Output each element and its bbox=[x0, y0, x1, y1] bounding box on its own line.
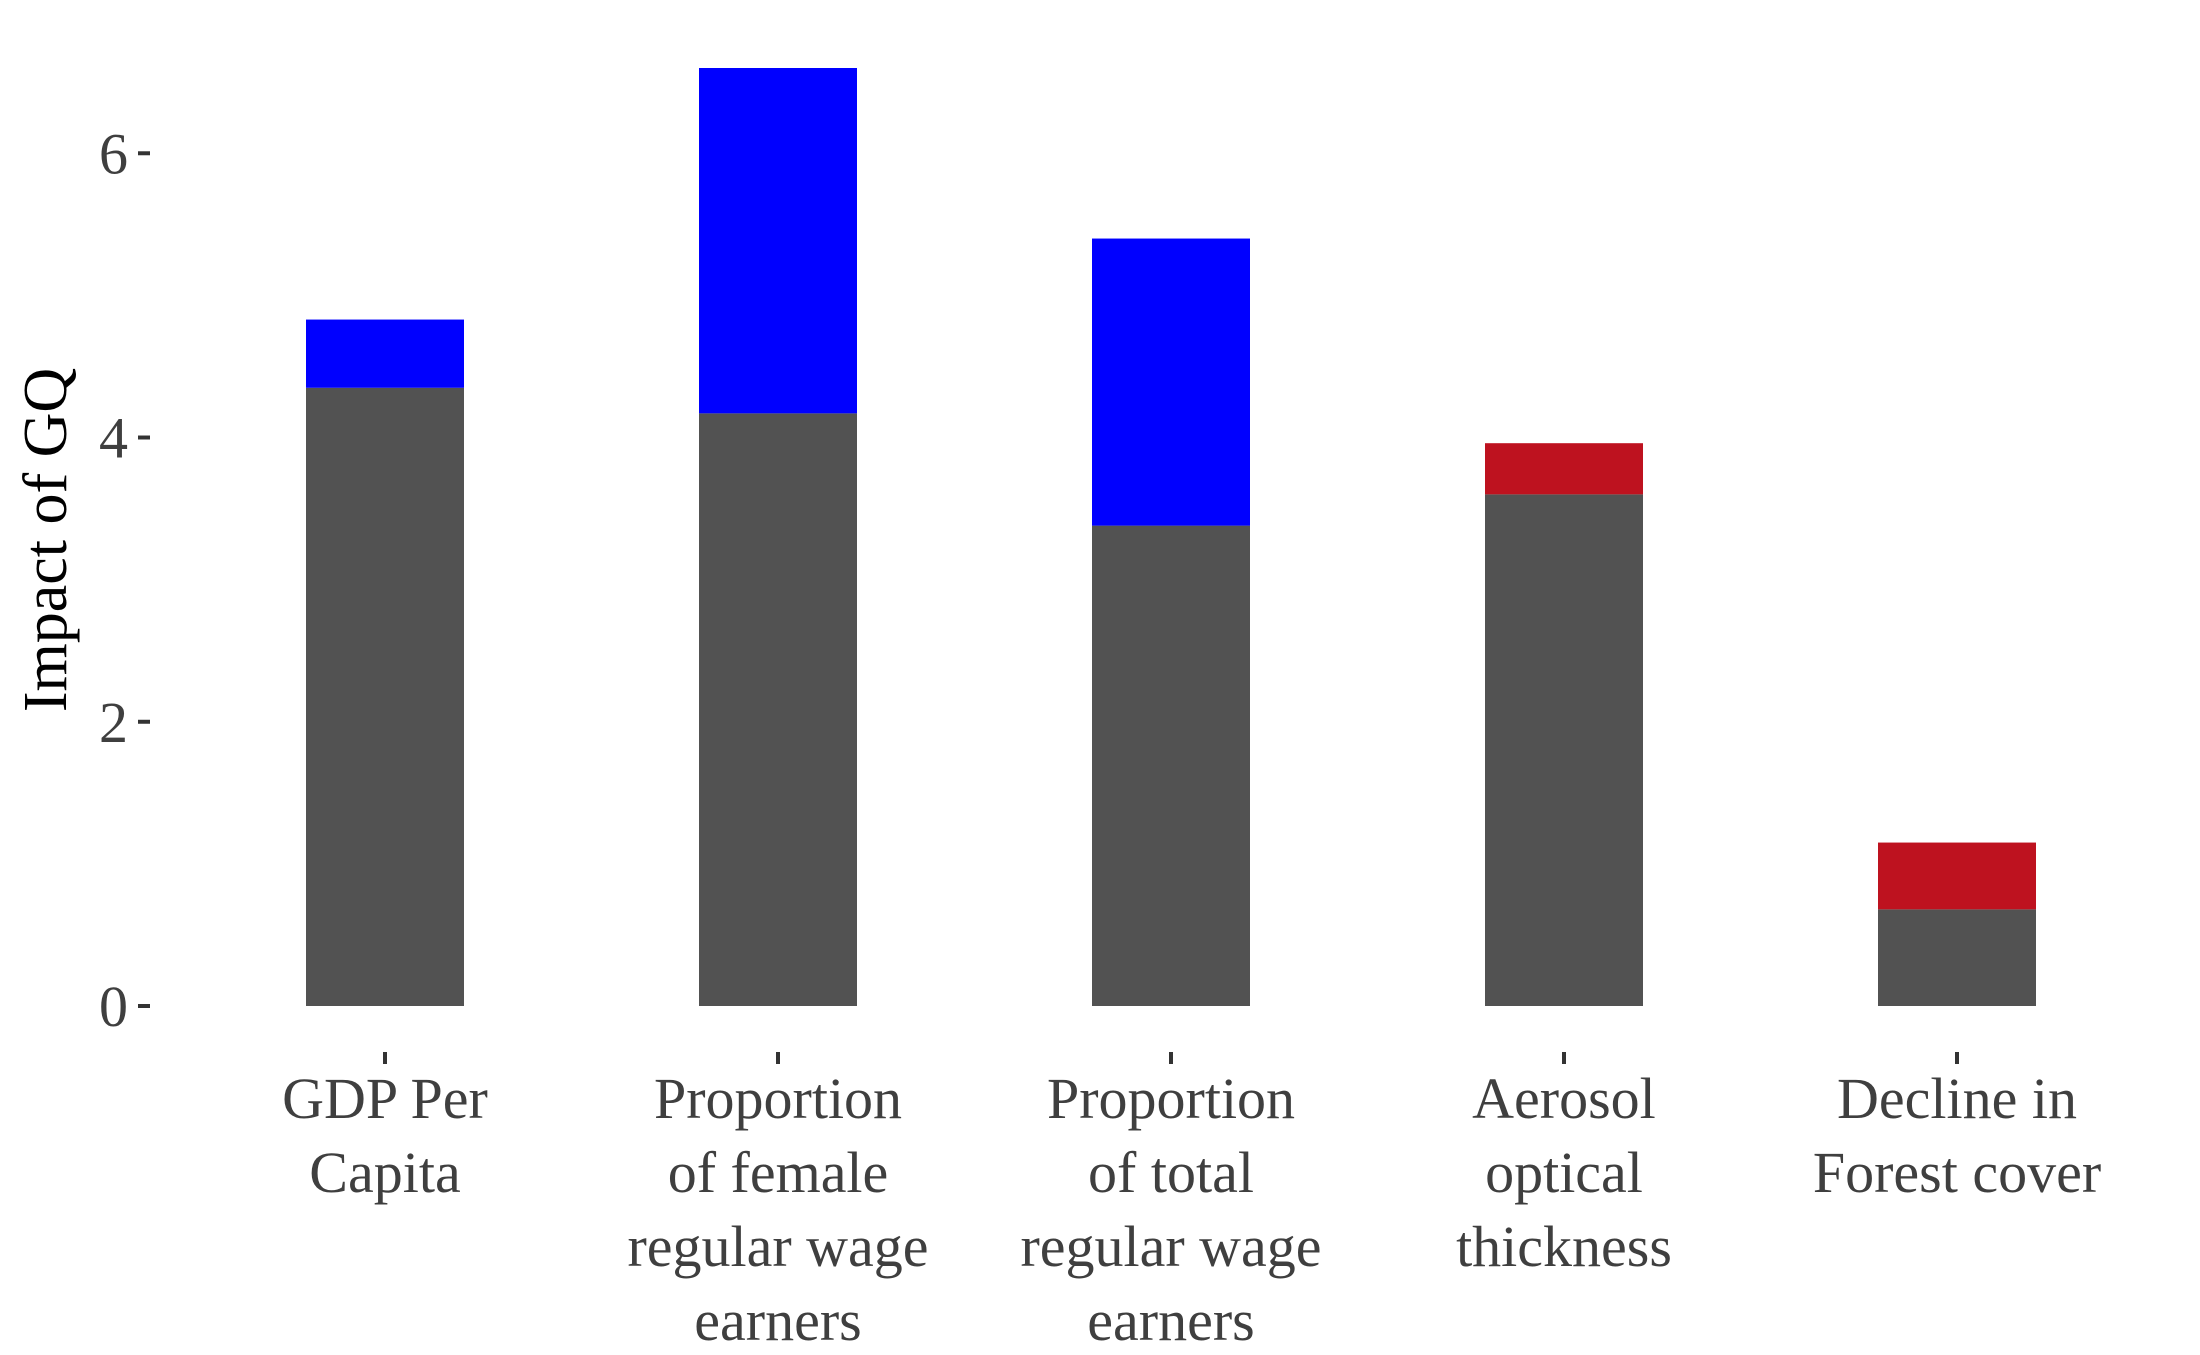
bar-top-segment bbox=[1485, 443, 1643, 495]
bar-base-segment bbox=[306, 387, 464, 1007]
x-axis: GDP Per Capita Proportion of female regular … bbox=[282, 1052, 2101, 1353]
y-axis-title: Impact of GQ bbox=[12, 368, 80, 712]
bar-top-segment bbox=[1092, 238, 1250, 526]
x-tick-label: GDP Per Capita bbox=[282, 1066, 488, 1205]
x-tick-label-line: Aerosol bbox=[1472, 1066, 1656, 1131]
x-tick-label-line: earners bbox=[694, 1288, 861, 1350]
bar-top-segment bbox=[699, 68, 857, 414]
x-tick-label-line: of total bbox=[1088, 1140, 1254, 1205]
x-tick-label-line: regular wage bbox=[1020, 1214, 1321, 1279]
x-tick-label-line: Forest cover bbox=[1813, 1140, 2101, 1205]
x-tick-label-line: Capita bbox=[309, 1140, 460, 1205]
x-tick-label: Decline in Forest cover bbox=[1813, 1066, 2101, 1205]
y-tick-label: 6 bbox=[99, 121, 128, 186]
y-axis: 0 2 4 6 bbox=[99, 121, 150, 1039]
x-tick-label: Proportion of total regular wage earners bbox=[1020, 1066, 1321, 1350]
x-tick-label-line: Proportion bbox=[1047, 1066, 1295, 1131]
x-tick-label-line: thickness bbox=[1456, 1214, 1672, 1279]
x-tick-label-line: Proportion bbox=[654, 1066, 902, 1131]
x-tick-label-line: earners bbox=[1087, 1288, 1254, 1350]
bar-top-segment bbox=[306, 319, 464, 388]
y-tick-label: 2 bbox=[99, 690, 128, 755]
bar-base-segment bbox=[1092, 525, 1250, 1006]
x-tick-label-line: optical bbox=[1485, 1140, 1643, 1205]
bar-top-segment bbox=[1878, 842, 2036, 910]
y-tick-label: 0 bbox=[99, 974, 128, 1039]
bar-base-segment bbox=[1485, 494, 1643, 1006]
bar-base-segment bbox=[1878, 909, 2036, 1006]
bars bbox=[306, 68, 2036, 1007]
x-tick-label: Proportion of female regular wage earners bbox=[627, 1066, 928, 1350]
x-tick-label-line: regular wage bbox=[627, 1214, 928, 1279]
x-tick-label-line: of female bbox=[668, 1140, 889, 1205]
x-tick-label-line: GDP Per bbox=[282, 1066, 488, 1131]
bar-base-segment bbox=[699, 413, 857, 1006]
y-tick-label: 4 bbox=[99, 406, 128, 471]
x-tick-label: Aerosol optical thickness bbox=[1456, 1066, 1672, 1279]
x-tick-label-line: Decline in bbox=[1837, 1066, 2077, 1131]
